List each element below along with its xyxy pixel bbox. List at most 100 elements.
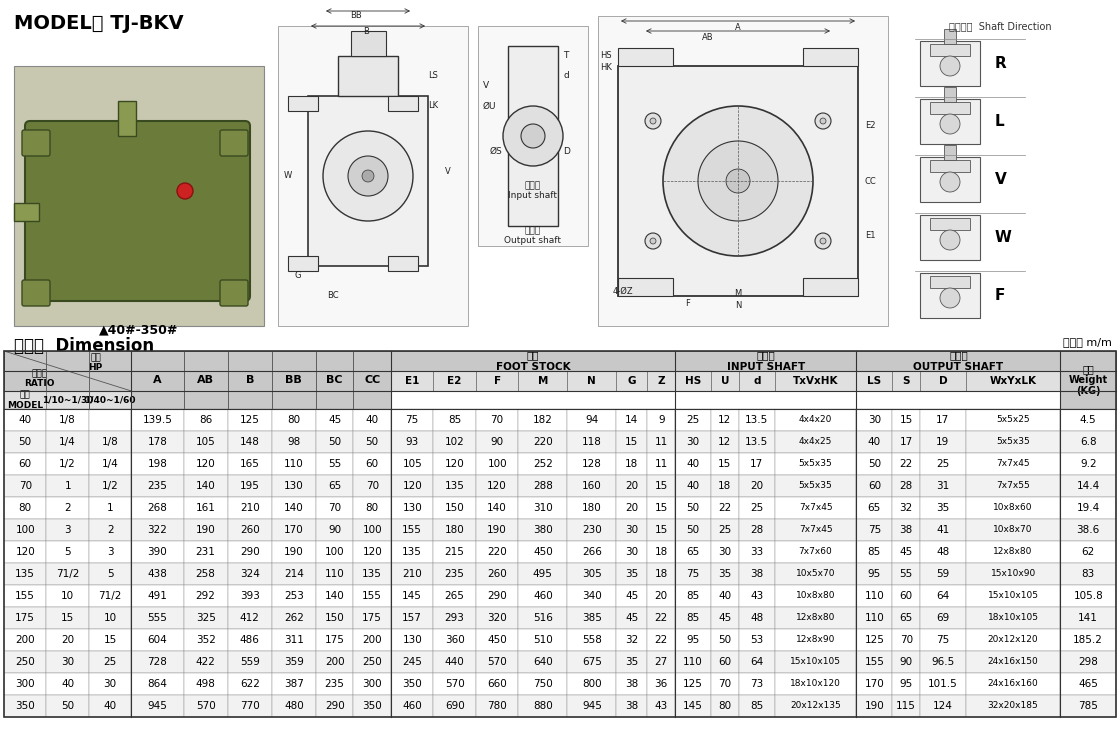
Text: 380: 380: [533, 525, 553, 535]
Bar: [338, 56, 398, 96]
Bar: [739, 695, 775, 717]
Text: 105.8: 105.8: [1073, 591, 1103, 601]
Bar: [965, 563, 1061, 585]
Text: 4.5: 4.5: [1080, 415, 1096, 425]
Circle shape: [503, 106, 563, 166]
Text: 450: 450: [487, 635, 507, 645]
Bar: [272, 431, 316, 453]
Text: 95: 95: [899, 679, 913, 689]
Bar: [316, 673, 354, 695]
Bar: [131, 475, 184, 497]
Bar: [568, 409, 616, 431]
Bar: [13, 66, 264, 326]
Text: 262: 262: [283, 613, 304, 623]
Bar: [272, 607, 316, 629]
Bar: [4, 391, 46, 409]
Bar: [354, 519, 391, 541]
Text: 559: 559: [240, 657, 260, 667]
Bar: [118, 101, 136, 136]
Bar: [4, 673, 46, 695]
Bar: [1061, 453, 1116, 475]
Bar: [4, 585, 46, 607]
Text: 40: 40: [718, 591, 731, 601]
Circle shape: [815, 113, 831, 129]
Bar: [616, 453, 647, 475]
Text: 150: 150: [445, 503, 465, 513]
Bar: [775, 409, 857, 431]
Text: 5x5x25: 5x5x25: [997, 416, 1030, 424]
Text: 165: 165: [240, 459, 260, 469]
Text: 41: 41: [936, 525, 950, 535]
Bar: [739, 371, 775, 391]
Bar: [893, 695, 920, 717]
Bar: [568, 497, 616, 519]
Bar: [88, 563, 131, 585]
Bar: [857, 651, 893, 673]
Text: 38: 38: [750, 569, 764, 579]
Text: 340: 340: [582, 591, 601, 601]
Bar: [519, 607, 568, 629]
Bar: [316, 695, 354, 717]
Text: 125: 125: [865, 635, 885, 645]
Bar: [4, 519, 46, 541]
Bar: [675, 563, 711, 585]
Text: 15: 15: [899, 415, 913, 425]
Text: 480: 480: [284, 701, 304, 711]
Bar: [647, 585, 675, 607]
Bar: [739, 651, 775, 673]
Text: 38: 38: [625, 701, 638, 711]
Text: 293: 293: [445, 613, 465, 623]
Bar: [711, 607, 739, 629]
Text: 140: 140: [284, 503, 304, 513]
Bar: [616, 497, 647, 519]
Text: 498: 498: [196, 679, 215, 689]
Text: 135: 135: [402, 547, 422, 557]
Text: 1: 1: [64, 481, 71, 491]
Text: 19.4: 19.4: [1076, 503, 1100, 513]
Text: 入力軸
INPUT SHAFT: 入力軸 INPUT SHAFT: [727, 351, 805, 372]
Bar: [739, 497, 775, 519]
Bar: [46, 563, 88, 585]
Text: 40: 40: [103, 701, 116, 711]
Text: 130: 130: [284, 481, 304, 491]
Text: 100: 100: [363, 525, 382, 535]
Text: 570: 570: [487, 657, 507, 667]
Bar: [739, 585, 775, 607]
Bar: [476, 563, 519, 585]
Bar: [1061, 475, 1116, 497]
Text: 120: 120: [402, 481, 422, 491]
Bar: [88, 391, 131, 409]
Bar: [354, 585, 391, 607]
Bar: [46, 431, 88, 453]
Bar: [0, 0, 1120, 351]
Bar: [739, 453, 775, 475]
Bar: [857, 607, 893, 629]
Text: 210: 210: [402, 569, 422, 579]
Text: 360: 360: [445, 635, 465, 645]
Text: 214: 214: [283, 569, 304, 579]
Bar: [1061, 673, 1116, 695]
Text: E1: E1: [405, 376, 419, 386]
Bar: [354, 497, 391, 519]
Text: 86: 86: [199, 415, 213, 425]
Bar: [965, 519, 1061, 541]
Bar: [857, 541, 893, 563]
Text: 124: 124: [933, 701, 953, 711]
Text: 190: 190: [196, 525, 215, 535]
Text: 38.6: 38.6: [1076, 525, 1100, 535]
Circle shape: [645, 233, 661, 249]
Text: 90: 90: [491, 437, 504, 447]
Bar: [675, 351, 857, 371]
Text: 4x4x25: 4x4x25: [799, 437, 832, 447]
Bar: [388, 96, 418, 111]
Text: 75: 75: [687, 569, 700, 579]
Bar: [965, 629, 1061, 651]
Bar: [391, 519, 433, 541]
Bar: [920, 475, 965, 497]
Bar: [131, 585, 184, 607]
Text: 18x10x105: 18x10x105: [988, 613, 1038, 622]
Text: 20: 20: [62, 635, 74, 645]
Text: 12: 12: [718, 415, 731, 425]
Bar: [857, 409, 893, 431]
Bar: [288, 256, 318, 271]
